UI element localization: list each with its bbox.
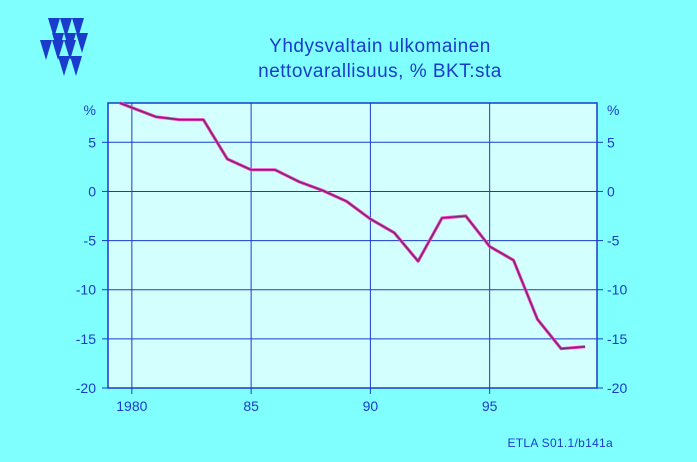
y-tick-label-right: 5 bbox=[607, 134, 615, 150]
y-tick-label-right: 0 bbox=[607, 183, 615, 199]
x-tick-label: 85 bbox=[243, 398, 259, 414]
y-tick-label-right: -10 bbox=[607, 282, 627, 298]
logo-triangle bbox=[64, 40, 76, 60]
plot-area bbox=[107, 102, 598, 389]
axis-labels: 5 5 0 0 -5 -5 -10 -10 -15 -15 -20 -20% % 1980 85 90 95 bbox=[76, 102, 628, 414]
y-tick-label-left: 0 bbox=[88, 183, 96, 199]
y-tick-label-right: -5 bbox=[607, 233, 620, 249]
logo-triangle bbox=[60, 18, 72, 38]
x-tick-label: 1980 bbox=[116, 398, 147, 414]
chart-title-line-1: Yhdysvaltain ulkomainen bbox=[269, 36, 491, 57]
logo-triangle bbox=[48, 18, 60, 38]
logo-triangle bbox=[72, 18, 84, 38]
etla-logo bbox=[40, 18, 88, 76]
y-tick-label-left: -5 bbox=[84, 233, 97, 249]
x-tick-label: 95 bbox=[482, 398, 498, 414]
y-tick-label-right: -15 bbox=[607, 331, 627, 347]
chart-title-line-2: nettovarallisuus, % BKT:sta bbox=[258, 61, 502, 82]
y-tick-label-left: -15 bbox=[76, 331, 96, 347]
logo-triangle bbox=[58, 56, 70, 76]
series-layer bbox=[119, 101, 586, 351]
x-tick-label: 90 bbox=[363, 398, 379, 414]
logo-triangle bbox=[76, 33, 88, 53]
series-line bbox=[119, 102, 586, 350]
logo-triangle bbox=[70, 56, 82, 76]
y-unit-label-right: % bbox=[607, 102, 619, 118]
logo-triangle bbox=[52, 40, 64, 60]
y-tick-label-left: -20 bbox=[76, 380, 96, 396]
y-tick-label-left: 5 bbox=[88, 134, 96, 150]
y-tick-label-left: -10 bbox=[76, 282, 96, 298]
source-label: ETLA S01.1/b141a bbox=[507, 436, 613, 450]
y-unit-label-left: % bbox=[84, 102, 96, 118]
y-tick-label-right: -20 bbox=[607, 380, 627, 396]
logo-triangle bbox=[40, 40, 52, 60]
